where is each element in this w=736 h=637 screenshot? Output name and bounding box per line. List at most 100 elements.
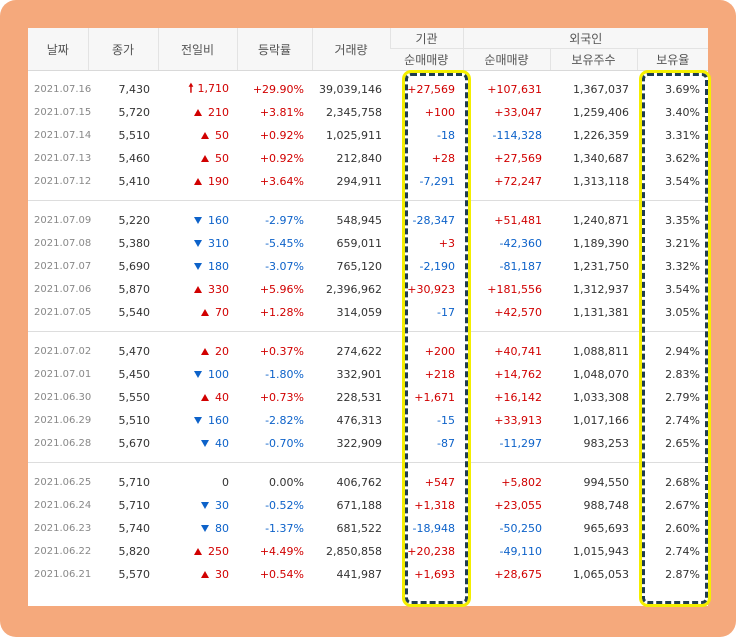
cell-foreign-ratio: 2.87%: [665, 568, 701, 581]
diff-value: 180: [208, 260, 229, 273]
cell-rate: -1.37%: [265, 522, 304, 535]
cell-foreign-holdings: 965,693: [583, 522, 630, 535]
cell-diff: 250: [158, 540, 237, 563]
cell-foreign-ratio: 2.79%: [665, 391, 701, 404]
cell-institution-net: +30,923: [407, 283, 455, 296]
cell-institution-net: +3: [438, 237, 455, 250]
cell-date: 2021.06.23: [34, 523, 92, 534]
group-divider: [28, 200, 708, 202]
cell-foreign-net: +40,741: [494, 345, 542, 358]
cell-foreign-net: +5,802: [501, 476, 542, 489]
cell-date: 2021.07.09: [34, 215, 92, 226]
cell-volume: 681,522: [336, 522, 383, 535]
cell-foreign-ratio: 2.65%: [665, 437, 701, 450]
group-divider: [28, 462, 708, 464]
cell-institution-net: -18,948: [412, 522, 455, 535]
cell-volume: 671,188: [336, 499, 383, 512]
cell-foreign-ratio: 3.54%: [665, 175, 701, 188]
header-rate[interactable]: 등락률: [236, 28, 312, 71]
diff-value: 50: [215, 129, 229, 142]
header-volume[interactable]: 거래량: [311, 28, 390, 71]
cell-rate: -0.52%: [265, 499, 304, 512]
diff-value: 330: [208, 283, 229, 296]
cell-foreign-holdings: 1,065,053: [573, 568, 629, 581]
cell-close: 5,510: [118, 129, 151, 142]
cell-diff: 30: [158, 494, 237, 517]
table-row: 2021.07.15 5,720 210 +3.81% 2,345,758 +100 +33…: [28, 101, 708, 124]
down-triangle-icon: [194, 217, 202, 224]
down-triangle-icon: [194, 263, 202, 270]
diff-value: 20: [215, 345, 229, 358]
cell-foreign-net: +33,913: [494, 414, 542, 427]
cell-close: 5,670: [118, 437, 151, 450]
cell-diff: 80: [158, 517, 237, 540]
up-triangle-icon: [201, 309, 209, 316]
up-triangle-icon: [194, 109, 202, 116]
cell-rate: +1.28%: [259, 306, 304, 319]
header-diff[interactable]: 전일비: [157, 28, 237, 71]
cell-foreign-ratio: 2.68%: [665, 476, 701, 489]
cell-volume: 228,531: [336, 391, 383, 404]
cell-rate: +0.73%: [259, 391, 304, 404]
table-header: 날짜 종가 전일비 등락률 거래량 기관 외국인 순매매량 순매매량 보유주수 …: [28, 28, 708, 71]
cell-foreign-holdings: 1,313,118: [573, 175, 629, 188]
up-triangle-icon: [201, 155, 209, 162]
header-institution-net[interactable]: 순매매량: [390, 48, 463, 71]
cell-volume: 1,025,911: [326, 129, 382, 142]
cell-diff: 50: [158, 147, 237, 170]
cell-rate: +4.49%: [259, 545, 304, 558]
cell-volume: 765,120: [336, 260, 383, 273]
cell-foreign-ratio: 2.74%: [665, 545, 701, 558]
cell-volume: 212,840: [336, 152, 383, 165]
cell-date: 2021.07.07: [34, 261, 92, 272]
cell-close: 5,740: [118, 522, 151, 535]
cell-diff: 310: [158, 232, 237, 255]
cell-diff: 70: [158, 301, 237, 324]
cell-date: 2021.07.15: [34, 107, 92, 118]
header-foreign-holdings[interactable]: 보유주수: [549, 48, 637, 71]
cell-close: 7,430: [118, 83, 151, 96]
cell-foreign-net: -81,187: [499, 260, 542, 273]
cell-rate: +29.90%: [252, 83, 304, 96]
cell-foreign-net: +14,762: [494, 368, 542, 381]
up-triangle-icon: [201, 348, 209, 355]
cell-institution-net: +218: [424, 368, 455, 381]
down-triangle-icon: [201, 525, 209, 532]
cell-foreign-ratio: 2.60%: [665, 522, 701, 535]
diff-value: 70: [215, 306, 229, 319]
cell-volume: 548,945: [336, 214, 383, 227]
header-close[interactable]: 종가: [87, 28, 158, 71]
up-triangle-icon: [194, 178, 202, 185]
cell-foreign-ratio: 3.35%: [665, 214, 701, 227]
header-foreign-ratio[interactable]: 보유율: [636, 48, 708, 71]
cell-foreign-net: +23,055: [494, 499, 542, 512]
cell-date: 2021.06.24: [34, 500, 92, 511]
cell-close: 5,720: [118, 106, 151, 119]
cell-date: 2021.07.05: [34, 307, 92, 318]
cell-foreign-holdings: 1,088,811: [573, 345, 629, 358]
cell-volume: 332,901: [336, 368, 383, 381]
cell-date: 2021.06.28: [34, 438, 92, 449]
header-foreign-net[interactable]: 순매매량: [462, 48, 550, 71]
cell-diff: 100: [158, 363, 237, 386]
cell-institution-net: -87: [437, 437, 455, 450]
diff-value: 80: [215, 522, 229, 535]
diff-value: 1,710: [197, 82, 230, 95]
cell-institution-net: -15: [437, 414, 455, 427]
cell-rate: -0.70%: [265, 437, 304, 450]
diff-value: 40: [215, 391, 229, 404]
up-triangle-icon: [194, 286, 202, 293]
cell-institution-net: +200: [424, 345, 455, 358]
daily-trading-table: 날짜 종가 전일비 등락률 거래량 기관 외국인 순매매량 순매매량 보유주수 …: [28, 28, 708, 586]
cell-foreign-holdings: 1,048,070: [573, 368, 629, 381]
cell-foreign-net: +107,631: [487, 83, 542, 96]
highlight-foreign-ratio-column: [639, 70, 711, 607]
cell-date: 2021.07.16: [34, 84, 92, 95]
cell-rate: -5.45%: [265, 237, 304, 250]
table-body: 2021.07.16 7,430 🠕 1,710 +29.90% 39,039,146 +2…: [28, 71, 708, 587]
cell-diff: 190: [158, 170, 237, 193]
cell-volume: 314,059: [336, 306, 383, 319]
cell-foreign-net: +181,556: [487, 283, 542, 296]
header-date[interactable]: 날짜: [28, 28, 88, 71]
cell-rate: +3.81%: [259, 106, 304, 119]
